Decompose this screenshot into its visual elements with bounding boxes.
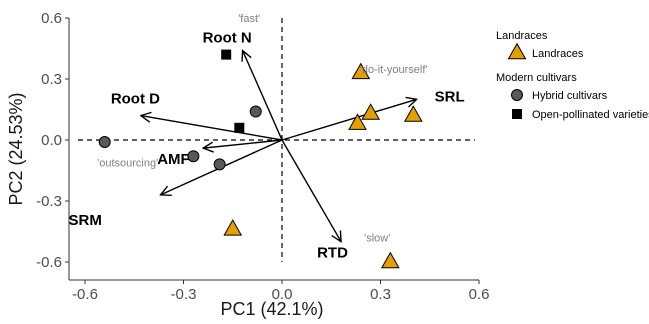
- y-axis-title: PC2 (24.53%): [6, 92, 26, 205]
- legend-group-title-modern-cultivars: Modern cultivars: [496, 72, 577, 84]
- x-axis-title: PC1 (42.1%): [220, 299, 323, 319]
- data-points: [98, 49, 423, 269]
- y-tick-label: 0.3: [41, 71, 62, 88]
- strategy-label-slow: 'slow': [364, 233, 390, 245]
- y-tick-label: 0.6: [41, 10, 62, 27]
- loading-label-srm: SRM: [69, 212, 102, 229]
- strategy-label-do-it-yourself: 'do-it-yourself': [360, 64, 428, 76]
- x-tick-label: -0.6: [72, 286, 98, 303]
- data-point-open-pollinated-varieties: [221, 49, 232, 60]
- loading-arrow-srl: [281, 99, 417, 141]
- legend-key-open-pollinated-varieties: [512, 109, 522, 119]
- legend-key-hybrid-cultivars: [511, 89, 523, 101]
- loading-label-srl: SRL: [435, 88, 465, 105]
- legend-entry-open-pollinated-varieties: Open-pollinated varieties: [532, 109, 649, 121]
- strategy-annotations: 'fast' 'do-it-yourself' 'outsourcing' 'slow…: [97, 13, 427, 245]
- x-tick-label: 0.6: [469, 286, 490, 303]
- data-point-landraces: [361, 103, 381, 120]
- data-point-hybrid-cultivars: [213, 158, 226, 171]
- plot-panel: -0.6 -0.3 0.0 0.3 0.6 0.6 0.3 0.0 -0.3 -0.6 Root…: [36, 10, 489, 303]
- loading-label-rtd: RTD: [317, 245, 348, 262]
- data-point-landraces: [223, 219, 243, 236]
- data-point-landraces: [403, 105, 423, 122]
- data-point-landraces: [351, 62, 371, 80]
- loading-label-amf: AMF: [157, 151, 190, 168]
- data-point-landraces: [380, 251, 400, 269]
- data-point-open-pollinated-varieties: [234, 122, 245, 133]
- loading-arrow-root-d: [141, 116, 283, 141]
- y-tick-label: -0.6: [36, 254, 62, 271]
- y-tick-label: 0.0: [41, 132, 62, 149]
- x-tick-label: 0.0: [272, 286, 293, 303]
- legend-group-title-landraces: Landraces: [496, 30, 548, 42]
- legend: Landraces Landraces Modern cultivars Hybrid…: [496, 30, 649, 121]
- data-point-landraces: [348, 113, 367, 130]
- data-point-hybrid-cultivars: [187, 150, 200, 163]
- x-axis-ticks: -0.6 -0.3 0.0 0.3 0.6: [72, 280, 489, 303]
- loading-arrow-amf: [203, 139, 283, 148]
- loading-label-root-n: Root N: [203, 30, 252, 47]
- strategy-label-fast: 'fast': [238, 13, 260, 25]
- loading-arrow-rtd: [281, 139, 341, 242]
- legend-key-landraces: [507, 42, 527, 60]
- data-point-hybrid-cultivars: [249, 105, 262, 118]
- y-axis-ticks: 0.6 0.3 0.0 -0.3 -0.6: [36, 10, 69, 271]
- legend-entry-landraces: Landraces: [532, 48, 584, 60]
- strategy-label-outsourcing: 'outsourcing': [97, 157, 158, 169]
- loading-label-root-d: Root D: [111, 91, 160, 108]
- loading-arrow-root-n: [243, 51, 283, 141]
- x-tick-label: -0.3: [171, 286, 197, 303]
- data-point-hybrid-cultivars: [98, 136, 111, 149]
- y-tick-label: -0.3: [36, 193, 62, 210]
- legend-entry-hybrid-cultivars: Hybrid cultivars: [532, 90, 608, 102]
- x-tick-label: 0.3: [370, 286, 391, 303]
